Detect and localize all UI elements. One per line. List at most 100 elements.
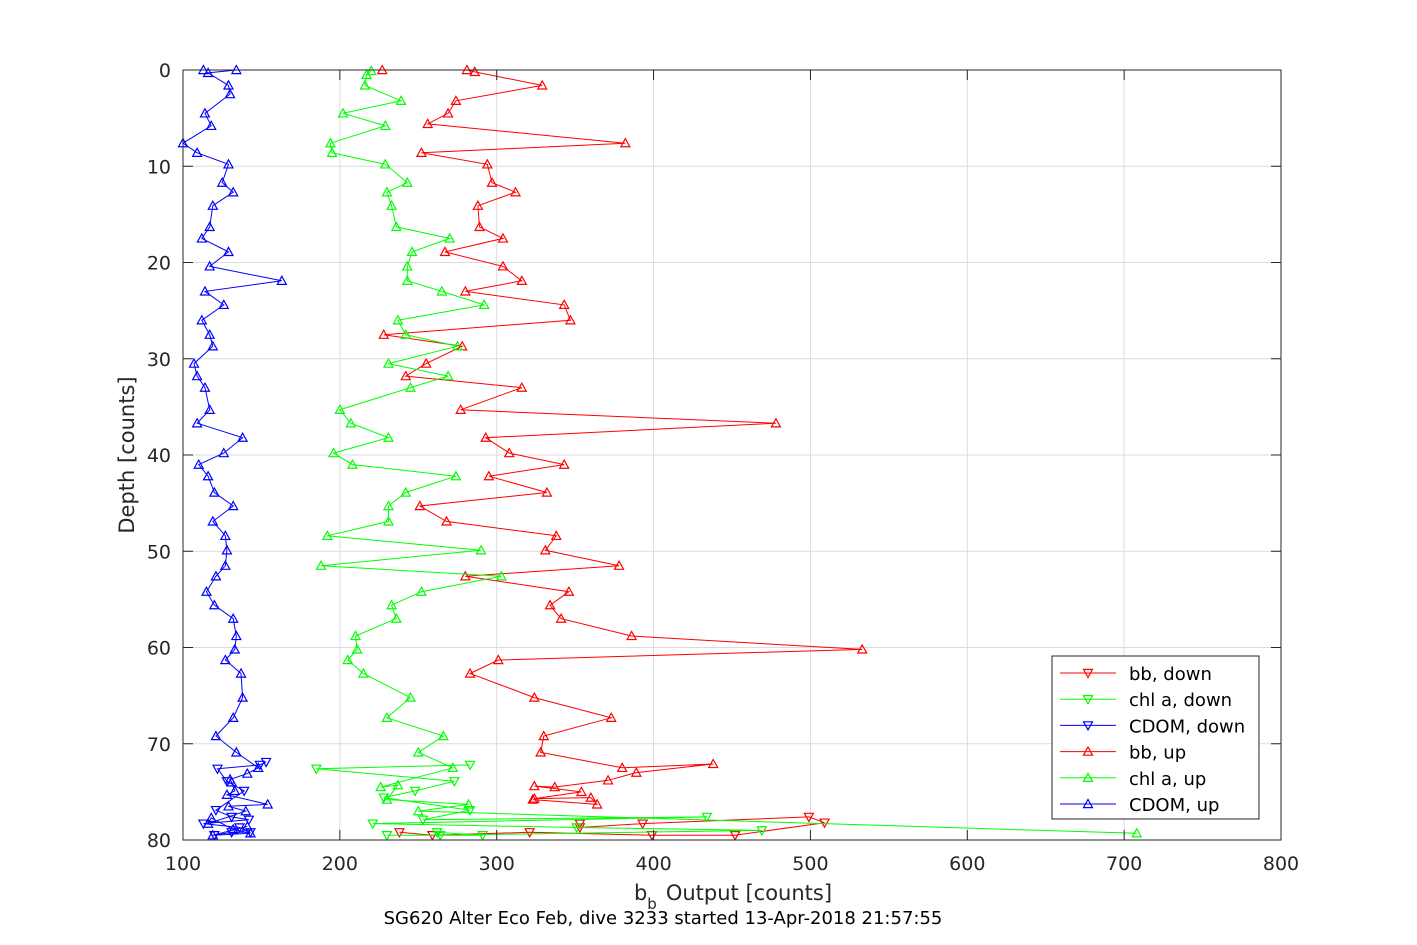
data-point <box>451 340 464 351</box>
data-point <box>386 599 398 610</box>
data-point <box>202 67 214 78</box>
data-point <box>390 612 402 623</box>
data-point <box>495 570 507 581</box>
data-point <box>229 785 241 796</box>
data-point <box>729 830 741 841</box>
y-tick-label: 50 <box>147 541 171 563</box>
data-point <box>310 764 322 775</box>
data-point <box>541 486 553 497</box>
y-tick-label: 20 <box>147 253 171 275</box>
legend-label: bb, down <box>1129 664 1212 685</box>
data-point <box>707 758 719 769</box>
x-tick-label: 300 <box>479 853 515 875</box>
data-point <box>415 147 427 157</box>
data-point <box>208 830 220 841</box>
series-line <box>399 816 825 836</box>
data-point <box>382 357 395 368</box>
data-point <box>375 781 387 792</box>
data-point <box>243 815 255 826</box>
data-point <box>196 314 208 325</box>
data-point <box>202 470 214 481</box>
data-point <box>605 712 617 722</box>
data-point <box>210 730 222 741</box>
y-tick-label: 80 <box>147 830 171 852</box>
legend: bb, down chl a, down CDOM, down bb, up chl a… <box>1051 655 1260 820</box>
data-point <box>227 186 239 197</box>
data-point <box>472 199 484 210</box>
data-point <box>191 370 203 381</box>
y-axis-label: Depth [counts] <box>115 376 139 533</box>
data-point <box>401 275 413 285</box>
data-point <box>241 767 253 778</box>
data-point <box>244 827 256 838</box>
data-point <box>486 176 498 187</box>
data-point <box>516 381 528 392</box>
data-point <box>365 65 377 76</box>
data-point <box>436 285 448 296</box>
data-point <box>538 730 550 741</box>
data-point <box>191 417 203 428</box>
data-point <box>227 500 239 511</box>
data-point <box>392 314 404 325</box>
data-point <box>524 828 536 839</box>
series-group <box>177 64 1143 841</box>
data-point <box>412 805 424 816</box>
data-point <box>382 500 395 511</box>
data-point <box>260 757 272 768</box>
data-point <box>404 691 416 702</box>
data-point <box>326 147 338 157</box>
legend-item: bb, down <box>1060 664 1212 685</box>
series-line <box>182 69 282 836</box>
x-tick-label: 500 <box>792 853 828 875</box>
data-point <box>216 176 228 187</box>
legend-item: bb, up <box>1060 743 1186 764</box>
data-point <box>464 667 476 678</box>
data-point <box>564 314 576 325</box>
data-point <box>497 260 509 271</box>
legend-item: chl a, down <box>1060 690 1232 711</box>
data-point <box>227 712 239 722</box>
data-point <box>1131 827 1143 838</box>
data-point <box>442 107 454 118</box>
data-point <box>361 69 373 80</box>
data-point <box>381 830 393 841</box>
data-point <box>480 431 492 442</box>
legend-label: CDOM, up <box>1129 795 1219 816</box>
legend-label: CDOM, down <box>1129 716 1245 737</box>
series-line <box>203 761 267 836</box>
series-chl-a-down <box>310 760 768 841</box>
data-point <box>591 798 603 809</box>
data-point <box>462 798 474 809</box>
data-point <box>219 654 231 665</box>
data-point <box>219 559 231 570</box>
data-point <box>219 530 231 541</box>
data-point <box>400 328 412 339</box>
data-point <box>527 793 539 804</box>
data-point <box>626 630 638 641</box>
data-point <box>510 186 522 197</box>
x-tick-label: 800 <box>1263 853 1299 875</box>
data-point <box>528 691 540 702</box>
series-chl-a-up <box>315 65 1143 838</box>
y-tick-label: 10 <box>147 156 171 178</box>
data-point <box>235 667 247 678</box>
data-point <box>571 823 583 834</box>
data-point <box>207 515 219 526</box>
data-point <box>420 357 432 368</box>
data-point <box>199 107 211 118</box>
data-point <box>207 829 219 840</box>
x-tick-label: 200 <box>322 853 358 875</box>
data-point <box>417 815 429 826</box>
series-cdom-up <box>177 64 288 840</box>
data-point <box>382 431 395 442</box>
data-point <box>575 786 587 797</box>
data-point <box>477 830 489 841</box>
data-point <box>337 107 349 118</box>
data-point <box>630 766 642 777</box>
data-point <box>395 95 407 106</box>
data-point <box>400 370 412 381</box>
data-point <box>444 232 456 243</box>
data-point <box>770 417 782 428</box>
data-point <box>497 232 509 243</box>
data-point <box>351 643 363 654</box>
